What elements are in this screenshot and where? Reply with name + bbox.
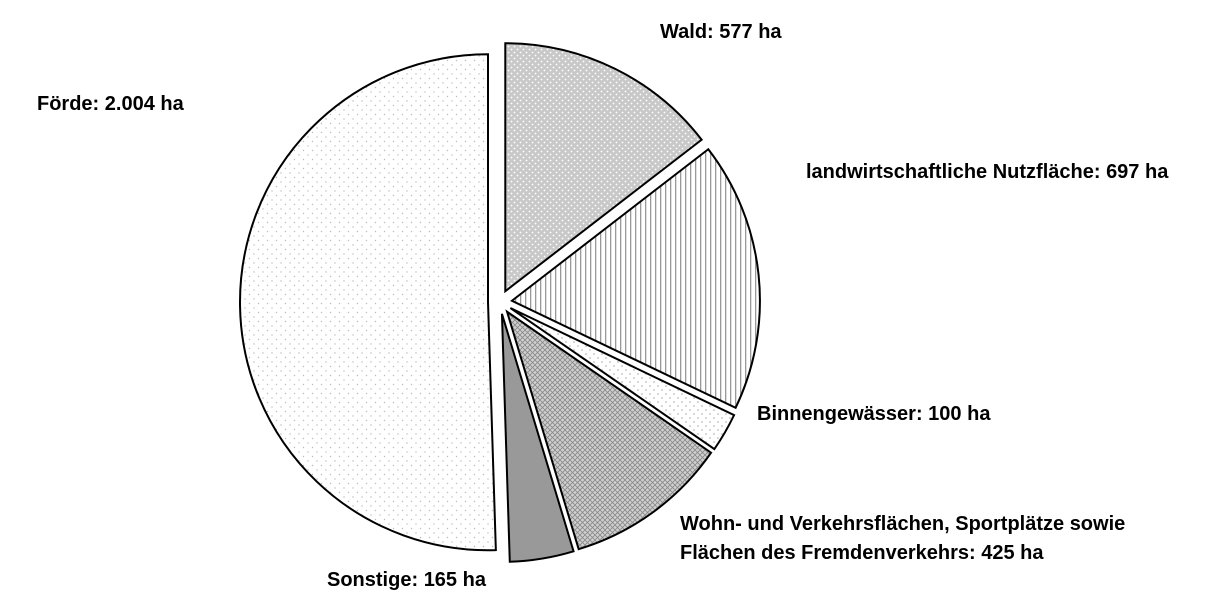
pie-slice <box>504 42 704 294</box>
slice-label: Sonstige: 165 ha <box>327 566 627 595</box>
category-label: Wald: <box>660 21 714 43</box>
category-label: Sonstige: <box>327 569 419 591</box>
pie-slice <box>510 147 761 410</box>
pie-slice <box>239 53 497 552</box>
value-label: 697 ha <box>1106 161 1169 183</box>
value-label: 100 ha <box>928 403 991 425</box>
category-label: Wohn- und Verkehrsflächen, Sportplätze s… <box>680 513 1126 564</box>
slice-label: Förde: 2.004 ha <box>37 90 437 119</box>
slice-label: Wald: 577 ha <box>660 18 1160 47</box>
category-label: Binnengewässer: <box>757 403 923 425</box>
value-label: 2.004 ha <box>104 93 184 115</box>
pie-slice <box>505 309 713 551</box>
value-label: 425 ha <box>981 542 1044 564</box>
category-label: Förde: <box>37 93 100 115</box>
value-label: 577 ha <box>719 21 782 43</box>
slice-label: Binnengewässer: 100 ha <box>757 400 1177 429</box>
slice-label: Wohn- und Verkehrsflächen, Sportplätze s… <box>680 510 1180 568</box>
pie-slice <box>509 307 736 451</box>
value-label: 165 ha <box>423 569 486 591</box>
slice-label: landwirtschaftliche Nutzfläche: 697 ha <box>806 158 1206 187</box>
pie-slice <box>500 313 575 563</box>
category-label: landwirtschaftliche Nutzfläche: <box>806 161 1101 183</box>
